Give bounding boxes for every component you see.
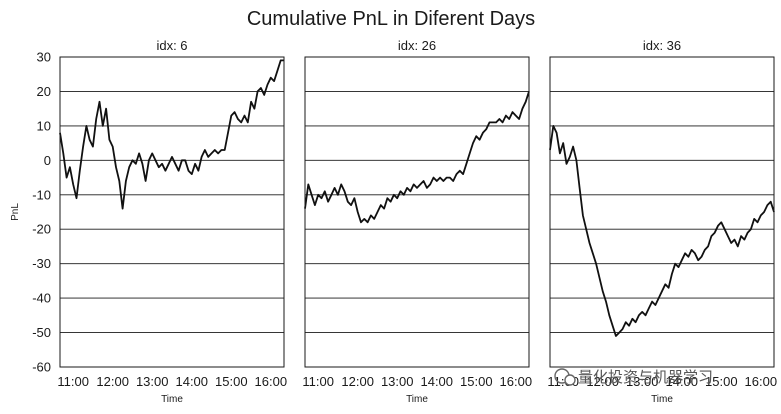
x-tick-label: 11:00: [302, 374, 334, 389]
subplot-title: idx: 36: [643, 38, 681, 53]
x-tick-label: 14:00: [175, 374, 208, 389]
plot-frame: [59, 56, 285, 368]
y-tick-labels: 30 20 10 0 -10 -20 -30 -40 -50 -60: [32, 50, 51, 375]
watermark: 量化投资与机器学习: [554, 368, 713, 386]
y-tick-label: 30: [37, 50, 51, 65]
x-axis-label: Time: [406, 394, 428, 405]
subplot-2: idx: 26 11:00 12:00 13:00 14:00 15:00 16:00 Tim…: [302, 38, 532, 405]
x-tick-label: 12:00: [341, 374, 374, 389]
pnl-series-line: [59, 59, 284, 210]
y-tick-label: -20: [32, 222, 51, 237]
x-tick-label: 12:00: [96, 374, 129, 389]
watermark-text: 量化投资与机器学习: [578, 369, 713, 386]
y-tick-label: 20: [37, 84, 51, 99]
subplot-title: idx: 6: [156, 38, 187, 53]
subplot-title: idx: 26: [398, 38, 436, 53]
chart-title: Cumulative PnL in Diferent Days: [247, 8, 535, 30]
x-tick-label: 15:00: [705, 374, 738, 389]
x-tick-label: 15:00: [215, 374, 248, 389]
x-axis-label: Time: [161, 394, 183, 405]
y-axis-label: PnL: [10, 203, 21, 221]
x-tick-label: 13:00: [136, 374, 169, 389]
x-tick-label: 11:00: [57, 374, 89, 389]
y-tick-label: -50: [32, 325, 51, 340]
plot-frame: [304, 56, 530, 368]
subplots: idx: 6 11:00 12:00 13:00 14:00 15:00 16:00 Time…: [57, 38, 777, 405]
x-tick-label: 13:00: [626, 374, 659, 389]
pnl-series-line: [304, 91, 530, 224]
x-tick-label: 16:00: [500, 374, 533, 389]
x-tick-label: 14:00: [665, 374, 698, 389]
subplot-1: idx: 6 11:00 12:00 13:00 14:00 15:00 16:00 Time: [57, 38, 287, 405]
x-tick-label: 15:00: [460, 374, 493, 389]
y-tick-label: -40: [32, 291, 51, 306]
wechat-icon-small: [564, 374, 576, 386]
x-tick-label: 14:00: [420, 374, 453, 389]
y-tick-label: -60: [32, 360, 51, 375]
x-tick-label: 16:00: [255, 374, 288, 389]
x-axis-label: Time: [651, 394, 673, 405]
x-tick-label: 13:00: [381, 374, 414, 389]
y-tick-label: -10: [32, 187, 51, 202]
y-tick-label: 0: [44, 153, 51, 168]
x-tick-label: 12:00: [586, 374, 619, 389]
y-tick-label: -30: [32, 256, 51, 271]
y-tick-label: 10: [37, 118, 51, 133]
x-tick-label: 16:00: [745, 374, 778, 389]
pnl-series-line: [549, 125, 775, 337]
plot-frame: [549, 56, 775, 368]
